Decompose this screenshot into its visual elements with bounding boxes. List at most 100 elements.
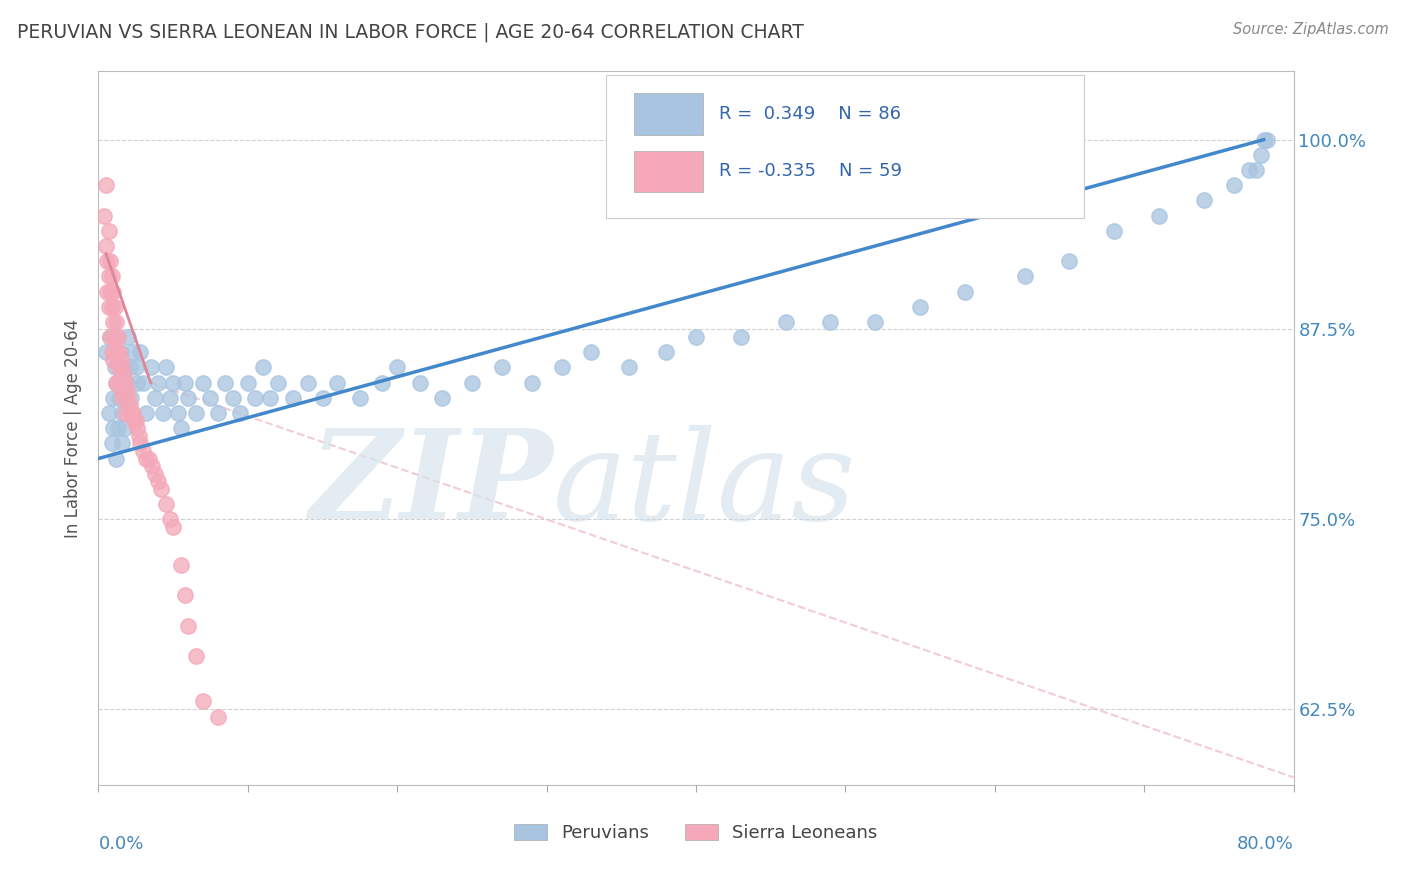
Point: [121, 345, 143, 359]
Point: [1250, 148, 1272, 162]
Point: [114, 421, 136, 435]
Point: [104, 330, 127, 344]
Point: [112, 368, 135, 382]
Point: [1059, 254, 1081, 268]
Point: [174, 376, 197, 390]
Point: [135, 451, 157, 466]
Point: [865, 315, 887, 329]
Point: [94, 345, 117, 359]
Point: [127, 376, 149, 390]
Point: [581, 345, 603, 359]
Point: [101, 300, 124, 314]
Point: [236, 376, 259, 390]
Point: [520, 376, 543, 390]
Point: [108, 391, 131, 405]
Point: [97, 269, 120, 284]
Point: [125, 413, 148, 427]
Point: [98, 330, 122, 344]
Point: [97, 406, 120, 420]
Point: [184, 406, 207, 420]
Point: [120, 406, 142, 420]
Point: [105, 376, 128, 390]
Point: [148, 376, 170, 390]
Point: [326, 376, 349, 390]
Point: [129, 345, 152, 359]
Point: [222, 391, 245, 405]
Point: [169, 421, 191, 435]
Point: [207, 709, 229, 723]
Point: [105, 376, 128, 390]
Point: [148, 475, 170, 489]
Point: [98, 330, 122, 344]
Point: [103, 421, 125, 435]
Point: [174, 588, 197, 602]
Y-axis label: In Labor Force | Age 20-64: In Labor Force | Age 20-64: [65, 318, 83, 538]
Point: [169, 558, 191, 572]
Point: [132, 444, 155, 458]
Point: [121, 406, 143, 420]
Point: [1244, 163, 1267, 178]
Point: [155, 360, 177, 375]
Point: [108, 345, 131, 359]
Point: [461, 376, 484, 390]
Text: PERUVIAN VS SIERRA LEONEAN IN LABOR FORCE | AGE 20-64 CORRELATION CHART: PERUVIAN VS SIERRA LEONEAN IN LABOR FORC…: [17, 22, 804, 42]
Point: [953, 285, 976, 299]
Point: [107, 421, 129, 435]
Point: [103, 315, 125, 329]
Point: [820, 315, 842, 329]
Text: 0.0%: 0.0%: [98, 835, 143, 853]
Point: [125, 360, 148, 375]
Point: [150, 482, 173, 496]
Point: [184, 648, 207, 663]
Point: [908, 300, 931, 314]
Point: [408, 376, 430, 390]
Point: [191, 694, 214, 708]
Point: [114, 391, 136, 405]
Legend: Peruvians, Sierra Leoneans: Peruvians, Sierra Leoneans: [505, 814, 887, 851]
Point: [132, 376, 155, 390]
Point: [1223, 178, 1246, 193]
Point: [110, 352, 132, 367]
Point: [105, 451, 128, 466]
Point: [162, 376, 184, 390]
Text: R =  0.349    N = 86: R = 0.349 N = 86: [718, 105, 901, 123]
Point: [103, 391, 125, 405]
Point: [124, 413, 146, 427]
Point: [129, 436, 152, 450]
Text: ZIP: ZIP: [309, 425, 553, 546]
Point: [207, 406, 229, 420]
Point: [138, 451, 160, 466]
Point: [107, 330, 129, 344]
Text: R = -0.335    N = 59: R = -0.335 N = 59: [718, 162, 901, 180]
Point: [111, 406, 134, 420]
Point: [135, 406, 157, 420]
Text: 80.0%: 80.0%: [1237, 835, 1294, 853]
Point: [214, 376, 236, 390]
Point: [110, 376, 132, 390]
Point: [617, 360, 640, 375]
Point: [101, 345, 124, 359]
Text: atlas: atlas: [553, 425, 856, 546]
Point: [97, 224, 120, 238]
Point: [98, 285, 122, 299]
Point: [141, 459, 163, 474]
Point: [1014, 269, 1036, 284]
Point: [1253, 133, 1275, 147]
Point: [115, 376, 138, 390]
Point: [97, 300, 120, 314]
Point: [1192, 194, 1215, 208]
Point: [112, 360, 135, 375]
Point: [152, 406, 174, 420]
Point: [252, 360, 274, 375]
Point: [120, 391, 142, 405]
Point: [1237, 163, 1260, 178]
Point: [191, 376, 214, 390]
Point: [139, 360, 162, 375]
Point: [550, 360, 572, 375]
Point: [297, 376, 319, 390]
Point: [730, 330, 752, 344]
FancyBboxPatch shape: [634, 151, 703, 192]
Point: [349, 391, 371, 405]
Point: [105, 345, 128, 359]
Point: [311, 391, 333, 405]
